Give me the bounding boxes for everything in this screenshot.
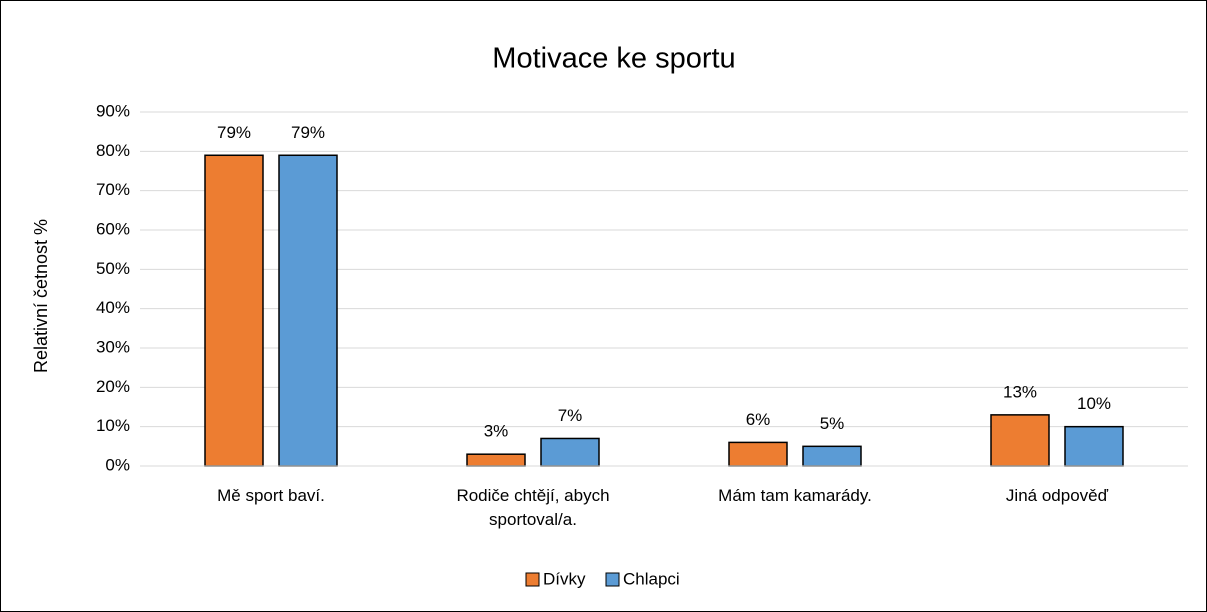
y-tick-label: 90% [96, 101, 130, 120]
x-tick-label: Jiná odpověď [1005, 486, 1109, 505]
y-tick-label: 40% [96, 298, 130, 317]
y-tick-label: 10% [96, 416, 130, 435]
bar [466, 453, 526, 467]
x-tick-label: Mě sport baví. [217, 486, 325, 505]
y-tick-label: 60% [96, 219, 130, 238]
bar [204, 154, 264, 467]
y-tick-label: 50% [96, 259, 130, 278]
y-tick-label: 80% [96, 141, 130, 160]
y-tick-label: 70% [96, 180, 130, 199]
legend-swatch [605, 572, 620, 587]
legend-label: Dívky [543, 569, 586, 588]
y-axis-label: Relativní četnost % [31, 219, 51, 373]
legend-label: Chlapci [623, 569, 680, 588]
bar [802, 445, 862, 467]
data-label: 13% [1003, 382, 1037, 401]
bar [540, 437, 600, 467]
bar [278, 154, 338, 467]
legend-swatch [525, 572, 540, 587]
y-tick-label: 20% [96, 377, 130, 396]
y-tick-label: 0% [105, 455, 130, 474]
data-label: 79% [217, 123, 251, 142]
data-label: 6% [746, 410, 771, 429]
bar [728, 441, 788, 467]
data-label: 79% [291, 123, 325, 142]
bar [990, 414, 1050, 467]
x-tick-label: Rodiče chtějí, abych sportoval/a. [456, 486, 610, 529]
data-label: 5% [820, 414, 845, 433]
chart-title: Motivace ke sportu [492, 43, 735, 75]
y-tick-label: 30% [96, 337, 130, 356]
data-label: 3% [484, 422, 509, 441]
bar [1064, 425, 1124, 467]
x-tick-label: Mám tam kamarády. [718, 486, 872, 505]
data-label: 10% [1077, 394, 1111, 413]
data-label: 7% [558, 406, 583, 425]
